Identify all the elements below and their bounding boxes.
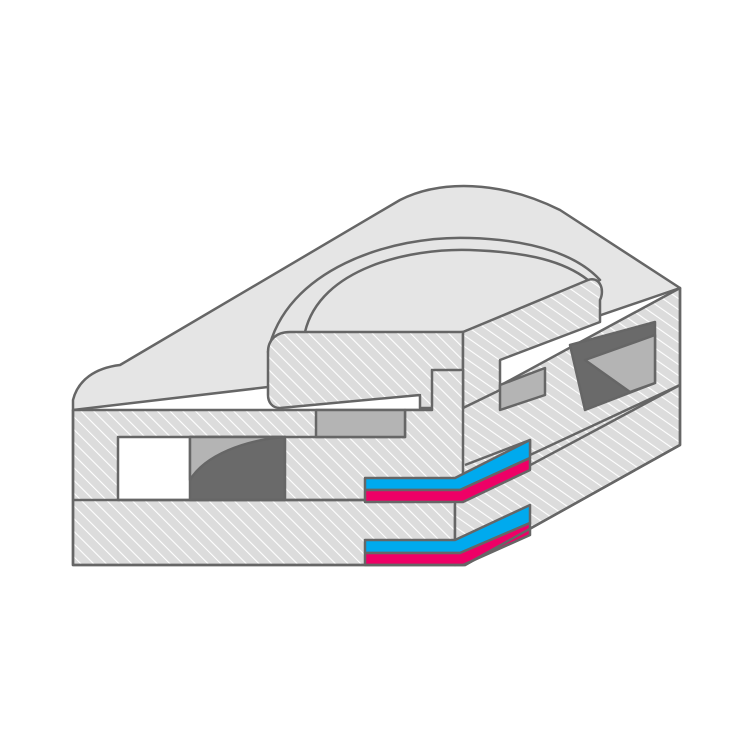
housing-outline: [71, 288, 682, 567]
dome-section: [266, 330, 465, 410]
dome-cap: [266, 236, 602, 354]
dome-section-side: [461, 278, 604, 410]
left-cavity-light: [188, 435, 287, 482]
right-cavity-upper-light: [583, 333, 657, 394]
upper-layer-pink: [363, 456, 532, 504]
dome-gap: [314, 408, 407, 439]
dome-cap-rim: [303, 248, 589, 333]
right-cavity-lower: [498, 366, 547, 412]
